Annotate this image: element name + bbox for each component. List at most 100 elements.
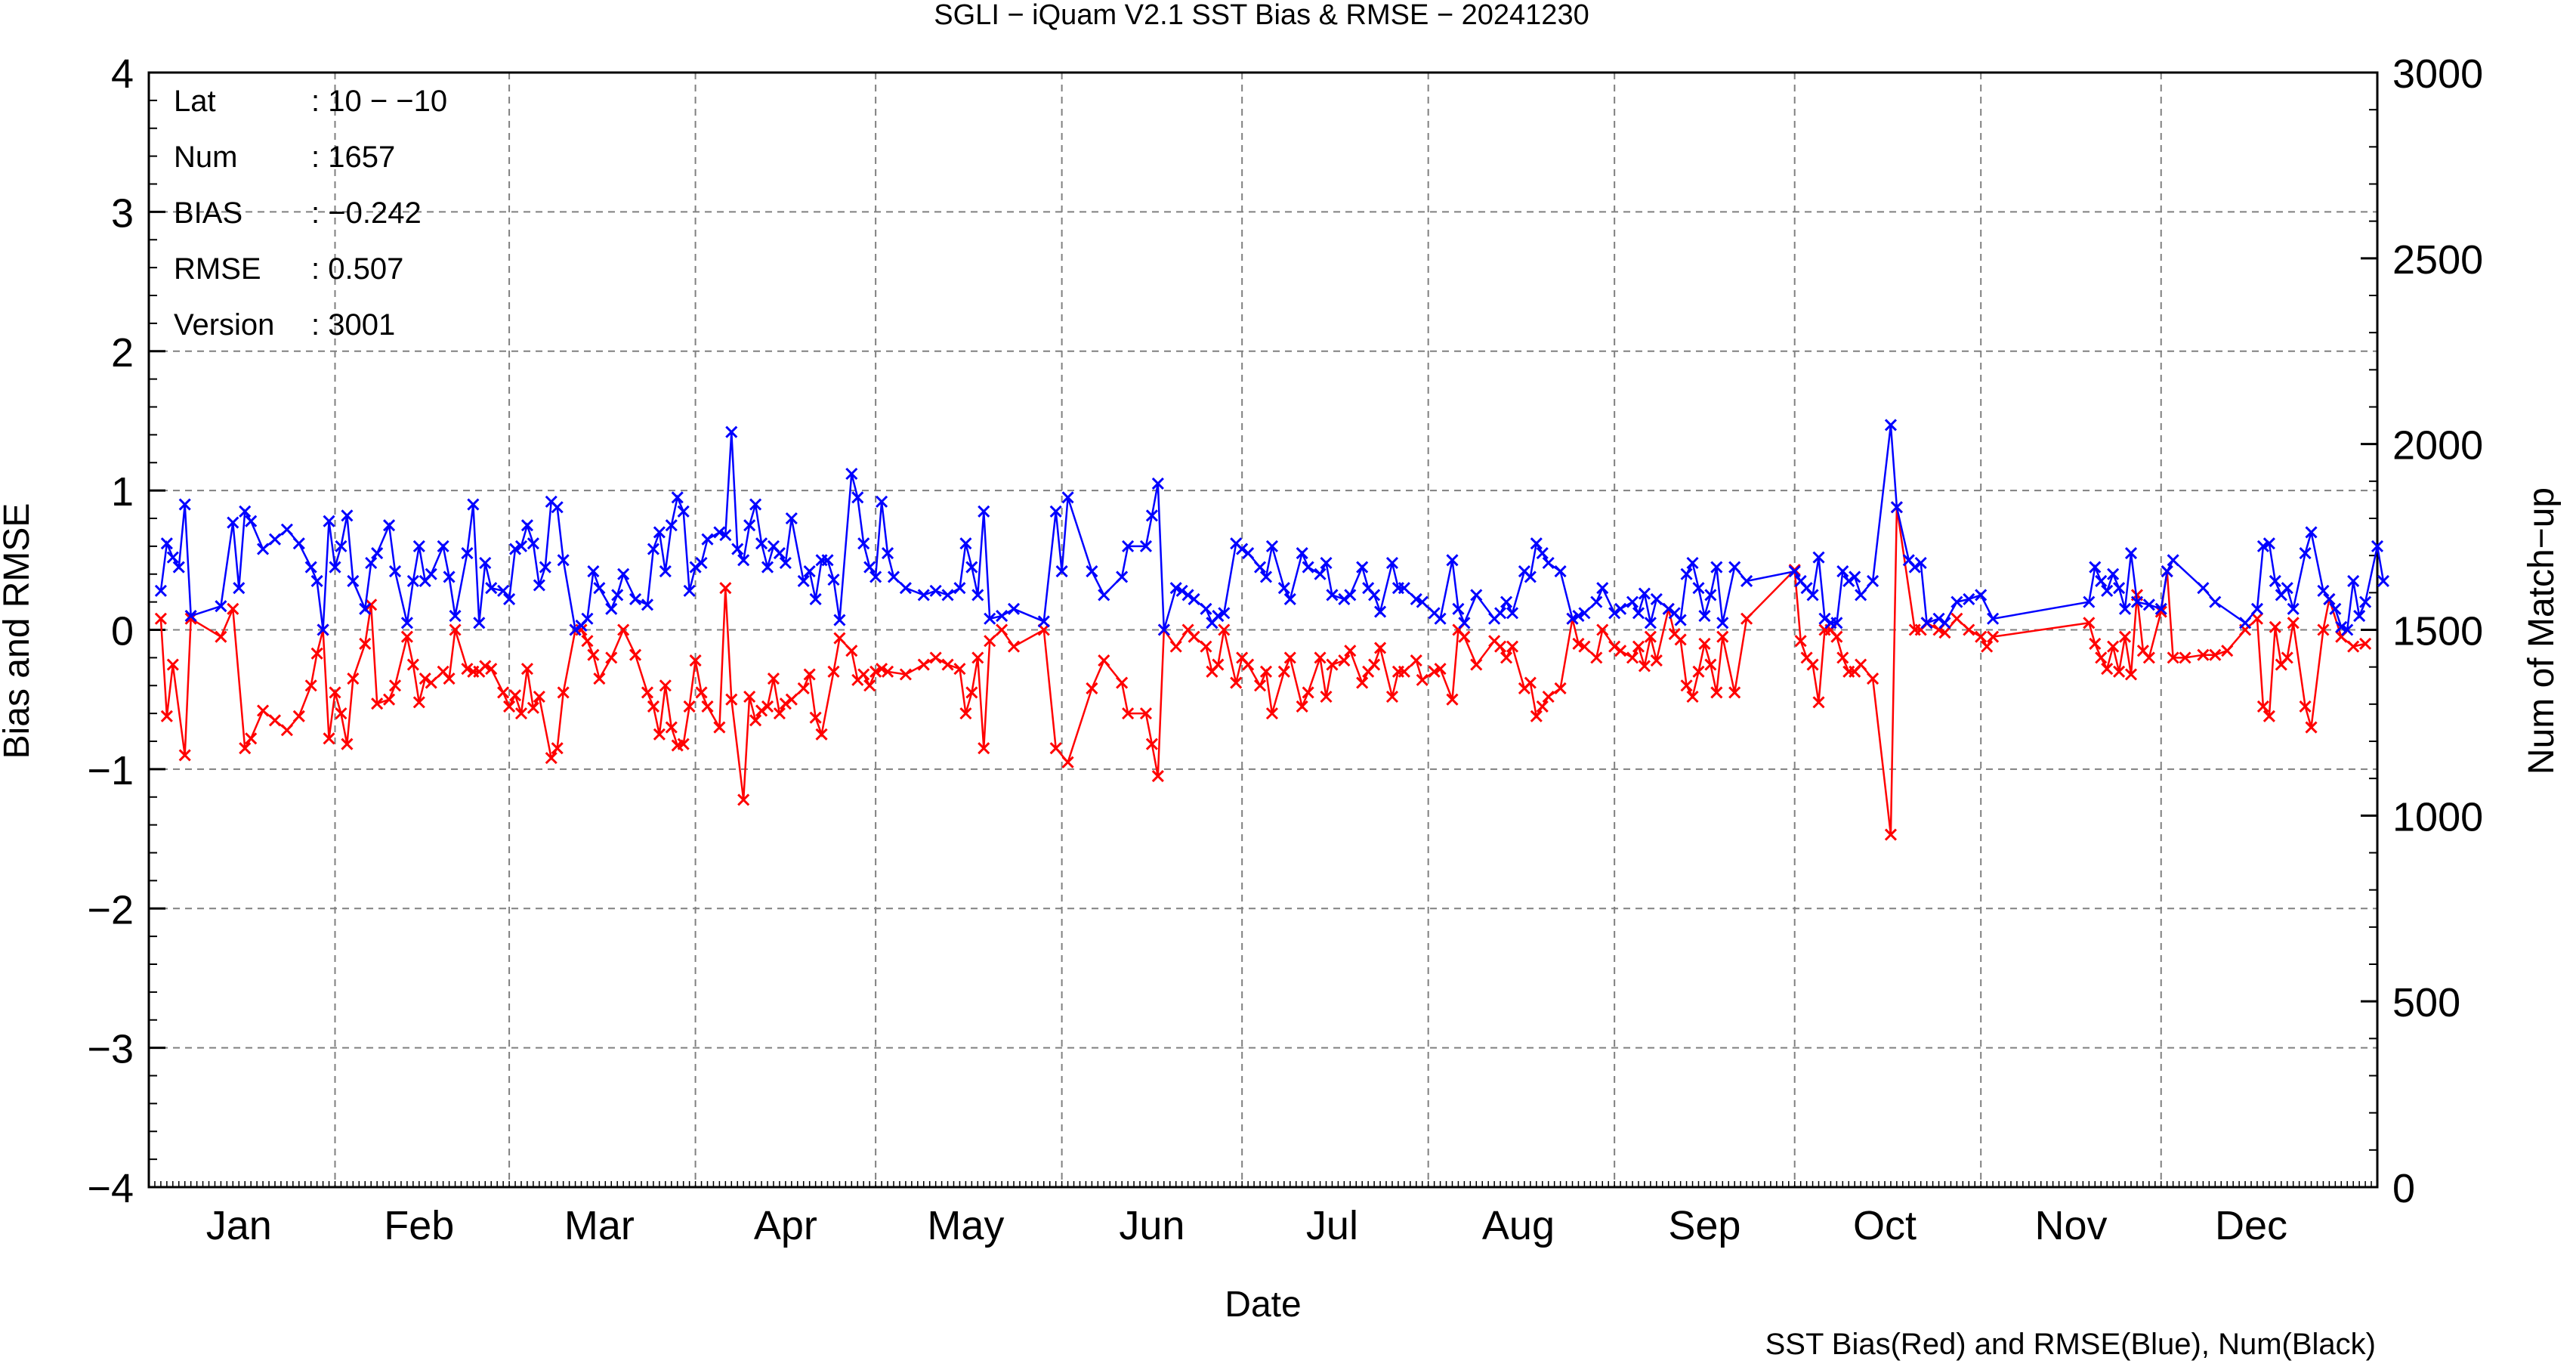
point-mark xyxy=(412,696,425,709)
point-mark xyxy=(2083,595,2096,608)
point-mark xyxy=(665,721,678,734)
point-mark xyxy=(347,672,360,685)
bias-point xyxy=(1259,665,1273,678)
point-mark xyxy=(2095,574,2108,588)
x-tick-label: Sep xyxy=(1668,1203,1740,1248)
rmse-point xyxy=(953,582,966,595)
rmse-point xyxy=(659,565,672,578)
rmse-point xyxy=(2262,537,2275,550)
series-layer xyxy=(154,419,2390,841)
rmse-point xyxy=(479,556,492,570)
bias-point xyxy=(881,665,894,678)
point-mark xyxy=(1626,651,1639,664)
point-mark xyxy=(1344,589,1357,602)
point-mark xyxy=(365,598,378,611)
rmse-point xyxy=(347,574,360,588)
point-mark xyxy=(2221,645,2234,657)
rmse-point xyxy=(1867,574,1879,588)
rmse-point xyxy=(1049,505,1062,518)
bias-point xyxy=(1650,654,1663,667)
bias-point xyxy=(514,707,528,720)
point-mark xyxy=(587,648,600,661)
point-mark xyxy=(485,582,498,595)
point-mark xyxy=(1296,700,1308,713)
rmse-point xyxy=(1320,556,1333,570)
rmse-point xyxy=(2329,602,2342,615)
point-mark xyxy=(1614,645,1627,657)
point-mark xyxy=(412,540,425,552)
rmse-point xyxy=(869,571,882,583)
point-mark xyxy=(659,679,672,692)
point-mark xyxy=(2250,612,2264,625)
point-mark xyxy=(833,632,846,645)
rmse-point xyxy=(485,582,498,595)
point-mark xyxy=(593,582,606,595)
point-mark xyxy=(851,491,864,504)
point-mark xyxy=(2335,620,2348,633)
rmse-point xyxy=(1157,623,1170,636)
point-mark xyxy=(443,672,456,685)
bias-point xyxy=(1458,630,1471,643)
y-axis-label: Bias and RMSE xyxy=(0,503,37,759)
point-mark xyxy=(1458,617,1471,629)
point-mark xyxy=(280,523,293,536)
bias-point xyxy=(1951,612,1963,625)
rmse-point xyxy=(304,561,317,574)
point-mark xyxy=(593,672,606,685)
point-mark xyxy=(1518,565,1530,578)
point-mark xyxy=(695,686,708,699)
point-mark xyxy=(1326,589,1339,602)
point-mark xyxy=(2299,700,2312,713)
point-mark xyxy=(1320,556,1333,570)
rmse-point xyxy=(1175,584,1188,597)
bias-point xyxy=(1368,658,1381,671)
bias-point xyxy=(1500,651,1513,664)
bias-point xyxy=(1296,700,1308,713)
point-mark xyxy=(1169,582,1182,595)
point-mark xyxy=(2209,648,2222,661)
point-mark xyxy=(725,425,738,438)
x-tick-label: Oct xyxy=(1853,1203,1917,1248)
point-mark xyxy=(1368,589,1381,602)
point-mark xyxy=(2377,574,2390,588)
point-mark xyxy=(2323,592,2336,605)
rmse-point xyxy=(268,533,282,546)
point-mark xyxy=(876,495,888,508)
bias-point xyxy=(2179,651,2191,664)
rmse-point xyxy=(2299,547,2312,560)
point-mark xyxy=(1951,595,1963,608)
point-mark xyxy=(1987,612,2000,625)
bias-point xyxy=(1806,658,1819,671)
point-mark xyxy=(2287,617,2300,629)
rmse-point xyxy=(437,540,449,552)
rmse-point xyxy=(160,537,173,550)
y-tick-label: 0 xyxy=(111,609,134,654)
stat-bias-value: : −0.242 xyxy=(311,196,422,230)
point-mark xyxy=(1686,690,1699,704)
bias-point xyxy=(1230,676,1243,689)
bias-point xyxy=(520,663,534,676)
rmse-point xyxy=(257,543,270,555)
rmse-point xyxy=(1644,617,1657,629)
point-mark xyxy=(1007,640,1021,653)
point-mark xyxy=(653,728,666,741)
point-mark xyxy=(245,732,258,745)
point-mark xyxy=(1608,607,1621,620)
point-mark xyxy=(1434,612,1447,625)
point-mark xyxy=(449,610,462,623)
point-mark xyxy=(1740,574,1753,588)
point-mark xyxy=(1500,651,1513,664)
rmse-point xyxy=(449,610,462,623)
bias-point xyxy=(371,697,384,710)
point-mark xyxy=(1277,582,1290,595)
point-mark xyxy=(617,567,630,580)
point-mark xyxy=(749,714,762,727)
point-mark xyxy=(479,660,492,673)
point-mark xyxy=(1951,612,1963,625)
point-mark xyxy=(443,571,456,583)
rmse-point xyxy=(917,589,930,602)
rmse-point xyxy=(965,561,978,574)
rmse-point xyxy=(503,592,516,605)
point-mark xyxy=(227,602,239,615)
point-mark xyxy=(557,686,570,699)
